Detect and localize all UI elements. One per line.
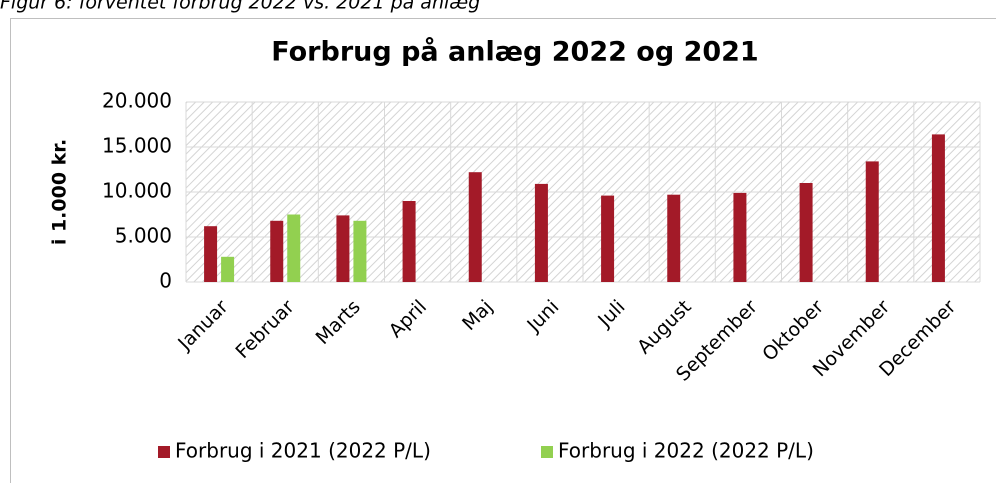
bar: [204, 226, 218, 282]
bar: [799, 183, 813, 282]
bar: [931, 134, 945, 282]
caption: Figur 6: forventet forbrug 2022 vs. 2021…: [0, 0, 480, 14]
bar: [468, 172, 482, 282]
legend-label: Forbrug i 2022 (2022 P/L): [558, 439, 814, 463]
bar: [865, 161, 879, 282]
y-tick-label: 10.000: [102, 179, 172, 203]
legend-swatch: [158, 446, 170, 458]
y-tick-label: 20.000: [102, 89, 172, 113]
bar: [534, 183, 548, 282]
bar: [270, 220, 284, 282]
y-axis-label: i 1.000 kr.: [49, 139, 71, 245]
bar: [336, 215, 350, 282]
bar: [601, 195, 615, 282]
bar: [221, 256, 235, 282]
legend-label: Forbrug i 2021 (2022 P/L): [175, 439, 431, 463]
bar: [402, 201, 416, 282]
y-tick-label: 15.000: [102, 134, 172, 158]
bar: [287, 214, 301, 282]
bar: [667, 194, 681, 282]
bar: [353, 220, 367, 282]
bar: [733, 192, 747, 282]
chart-title: Forbrug på anlæg 2022 og 2021: [271, 36, 758, 68]
legend-swatch: [541, 446, 553, 458]
y-tick-label: 0: [159, 269, 172, 293]
y-tick-label: 5.000: [115, 224, 172, 248]
